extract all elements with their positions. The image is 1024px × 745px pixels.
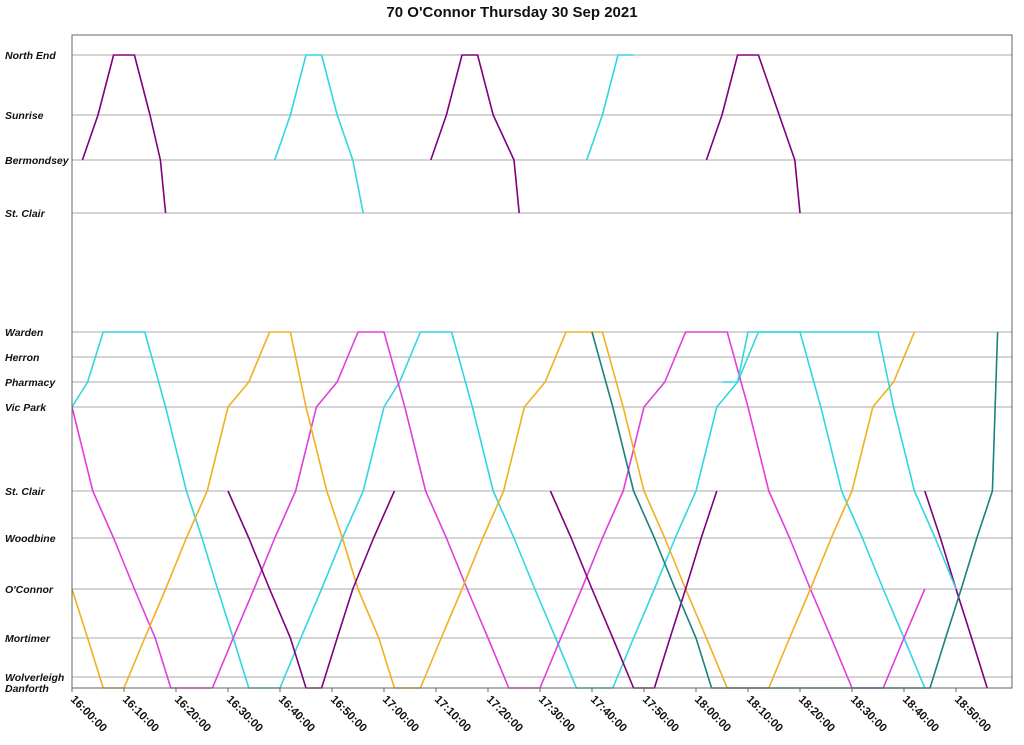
stop-label-13: Danforth xyxy=(5,683,49,695)
x-tick-label-14: 18:20:00 xyxy=(796,694,837,735)
x-tick-label-3: 16:30:00 xyxy=(224,694,265,735)
stop-label-1: Sunrise xyxy=(5,110,44,122)
x-tick-label-5: 16:50:00 xyxy=(328,694,369,735)
stop-label-11: Mortimer xyxy=(5,633,51,645)
tick-layer: 16:00:00 16:10:00 16:20:00 16:30:00 16:40:00… xyxy=(68,688,993,735)
stop-label-4: Warden xyxy=(5,327,43,339)
series-line-3 xyxy=(586,54,634,161)
series-line-0 xyxy=(81,54,167,214)
series-line-6 xyxy=(71,331,926,689)
x-tick-label-9: 17:30:00 xyxy=(536,694,577,735)
x-tick-label-6: 17:00:00 xyxy=(380,694,421,735)
x-tick-label-12: 18:00:00 xyxy=(692,694,733,735)
chart-title: 70 O'Connor Thursday 30 Sep 2021 xyxy=(386,4,638,21)
series-line-12 xyxy=(722,331,957,590)
x-tick-label-13: 18:10:00 xyxy=(744,694,785,735)
series-layer xyxy=(71,54,999,689)
stop-label-6: Pharmacy xyxy=(5,377,56,389)
x-tick-label-1: 16:10:00 xyxy=(120,694,161,735)
series-line-1 xyxy=(274,54,364,214)
x-tick-label-2: 16:20:00 xyxy=(172,694,213,735)
stop-label-3: St. Clair xyxy=(5,208,46,220)
grid-layer xyxy=(72,54,1012,689)
series-line-2 xyxy=(430,54,520,214)
stop-label-5: Herron xyxy=(5,352,39,364)
stop-label-12: Wolverleigh xyxy=(5,672,64,684)
stop-label-8: St. Clair xyxy=(5,486,46,498)
plot-frame xyxy=(71,34,1013,689)
stop-label-9: Woodbine xyxy=(5,533,56,545)
series-line-4 xyxy=(705,54,801,214)
stop-label-2: Bermondsey xyxy=(5,155,70,167)
series-line-5 xyxy=(71,331,926,689)
x-tick-label-7: 17:10:00 xyxy=(432,694,473,735)
x-tick-label-8: 17:20:00 xyxy=(484,694,525,735)
x-tick-label-17: 18:50:00 xyxy=(952,694,993,735)
stop-label-10: O'Connor xyxy=(5,584,54,596)
stop-label-7: Vic Park xyxy=(5,402,47,414)
label-layer: North End Sunrise Bermondsey St. Clair Warde… xyxy=(5,50,70,695)
series-line-7 xyxy=(71,331,916,689)
x-tick-label-16: 18:40:00 xyxy=(900,694,941,735)
stop-label-0: North End xyxy=(5,50,56,62)
x-tick-label-15: 18:30:00 xyxy=(848,694,889,735)
x-tick-label-10: 17:40:00 xyxy=(588,694,629,735)
x-tick-label-0: 16:00:00 xyxy=(68,694,109,735)
x-tick-label-11: 17:50:00 xyxy=(640,694,681,735)
x-tick-label-4: 16:40:00 xyxy=(276,694,317,735)
